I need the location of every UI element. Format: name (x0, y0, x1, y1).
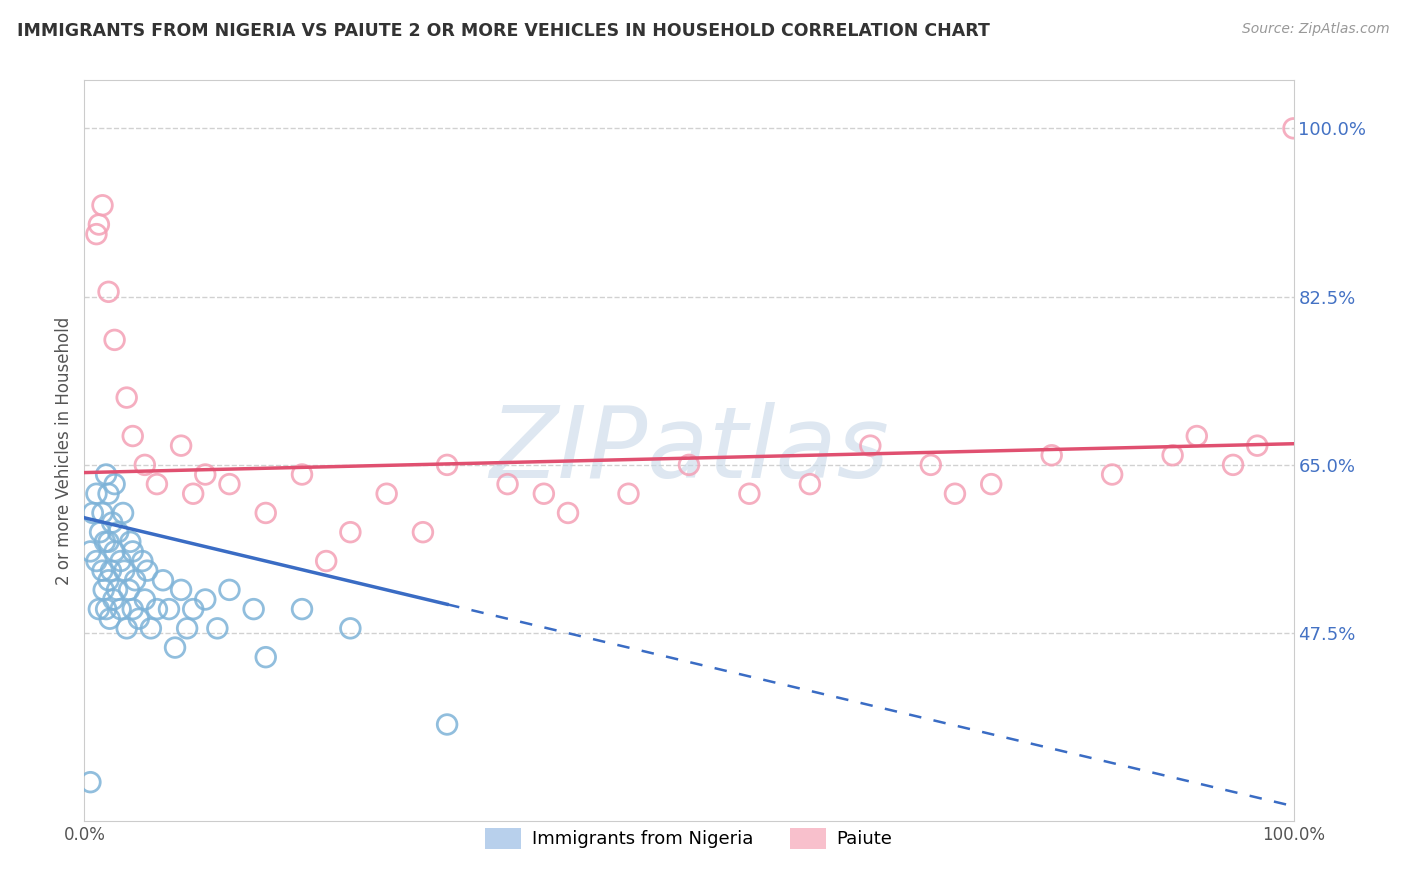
Point (86, 227, 108, 241)
Point (218, 582, 240, 597)
Point (242, 602, 264, 616)
Point (134, 458, 156, 472)
Point (1101, 467, 1123, 482)
Text: ZIPatlas: ZIPatlas (489, 402, 889, 499)
Text: Source: ZipAtlas.com: Source: ZipAtlas.com (1241, 22, 1389, 37)
Point (105, 582, 128, 597)
Point (97, 285, 120, 299)
Point (157, 602, 180, 616)
Point (128, 612, 150, 626)
Point (170, 439, 193, 453)
Point (339, 525, 361, 540)
Point (86, 554, 108, 568)
Point (254, 506, 277, 520)
Point (194, 467, 217, 482)
Point (617, 487, 640, 501)
Point (170, 582, 193, 597)
Point (1185, 429, 1208, 443)
Point (115, 621, 138, 635)
Point (89, 525, 111, 540)
Point (207, 621, 229, 635)
Point (1282, 121, 1305, 136)
Point (94, 602, 117, 616)
Point (94, 467, 117, 482)
Point (1246, 439, 1268, 453)
Point (1222, 458, 1244, 472)
Point (97, 534, 120, 549)
Point (91, 198, 114, 212)
Point (1040, 448, 1063, 462)
Point (339, 621, 361, 635)
Point (110, 602, 132, 616)
Point (94, 534, 117, 549)
Point (120, 534, 142, 549)
Point (436, 717, 458, 731)
Point (131, 554, 153, 568)
Point (533, 487, 555, 501)
Point (181, 602, 204, 616)
Point (97, 574, 120, 588)
Point (100, 564, 122, 578)
Point (104, 477, 127, 491)
Point (291, 467, 314, 482)
Text: IMMIGRANTS FROM NIGERIA VS PAIUTE 2 OR MORE VEHICLES IN HOUSEHOLD CORRELATION CH: IMMIGRANTS FROM NIGERIA VS PAIUTE 2 OR M… (17, 22, 990, 40)
Point (176, 621, 198, 635)
Point (79, 544, 101, 558)
Point (375, 487, 398, 501)
Point (124, 574, 146, 588)
Point (412, 525, 434, 540)
Point (1161, 448, 1184, 462)
Point (194, 592, 217, 607)
Point (112, 506, 135, 520)
Point (799, 477, 821, 491)
Point (97, 487, 120, 501)
Point (107, 525, 129, 540)
Point (115, 391, 138, 405)
Point (146, 477, 169, 491)
Point (218, 477, 240, 491)
Point (98, 612, 121, 626)
Point (103, 592, 125, 607)
Point (82, 506, 104, 520)
Point (104, 333, 127, 347)
Point (87, 218, 110, 232)
Point (678, 458, 700, 472)
Legend: Immigrants from Nigeria, Paiute: Immigrants from Nigeria, Paiute (478, 821, 900, 856)
Point (91, 506, 114, 520)
Point (165, 640, 187, 655)
Y-axis label: 2 or more Vehicles in Household: 2 or more Vehicles in Household (55, 317, 73, 584)
Point (121, 602, 143, 616)
Point (436, 458, 458, 472)
Point (121, 544, 143, 558)
Point (110, 554, 132, 568)
Point (920, 458, 942, 472)
Point (93, 582, 115, 597)
Point (112, 564, 135, 578)
Point (134, 592, 156, 607)
Point (86, 487, 108, 501)
Point (181, 487, 204, 501)
Point (91, 564, 114, 578)
Point (104, 544, 127, 558)
Point (859, 439, 882, 453)
Point (557, 506, 579, 520)
Point (146, 602, 169, 616)
Point (136, 564, 159, 578)
Point (254, 650, 277, 665)
Point (118, 582, 141, 597)
Point (496, 477, 519, 491)
Point (121, 429, 143, 443)
Point (943, 487, 966, 501)
Point (152, 574, 174, 588)
Point (738, 487, 761, 501)
Point (315, 554, 337, 568)
Point (291, 602, 314, 616)
Point (980, 477, 1002, 491)
Point (79, 775, 101, 789)
Point (101, 516, 124, 530)
Point (87, 602, 110, 616)
Point (139, 621, 162, 635)
